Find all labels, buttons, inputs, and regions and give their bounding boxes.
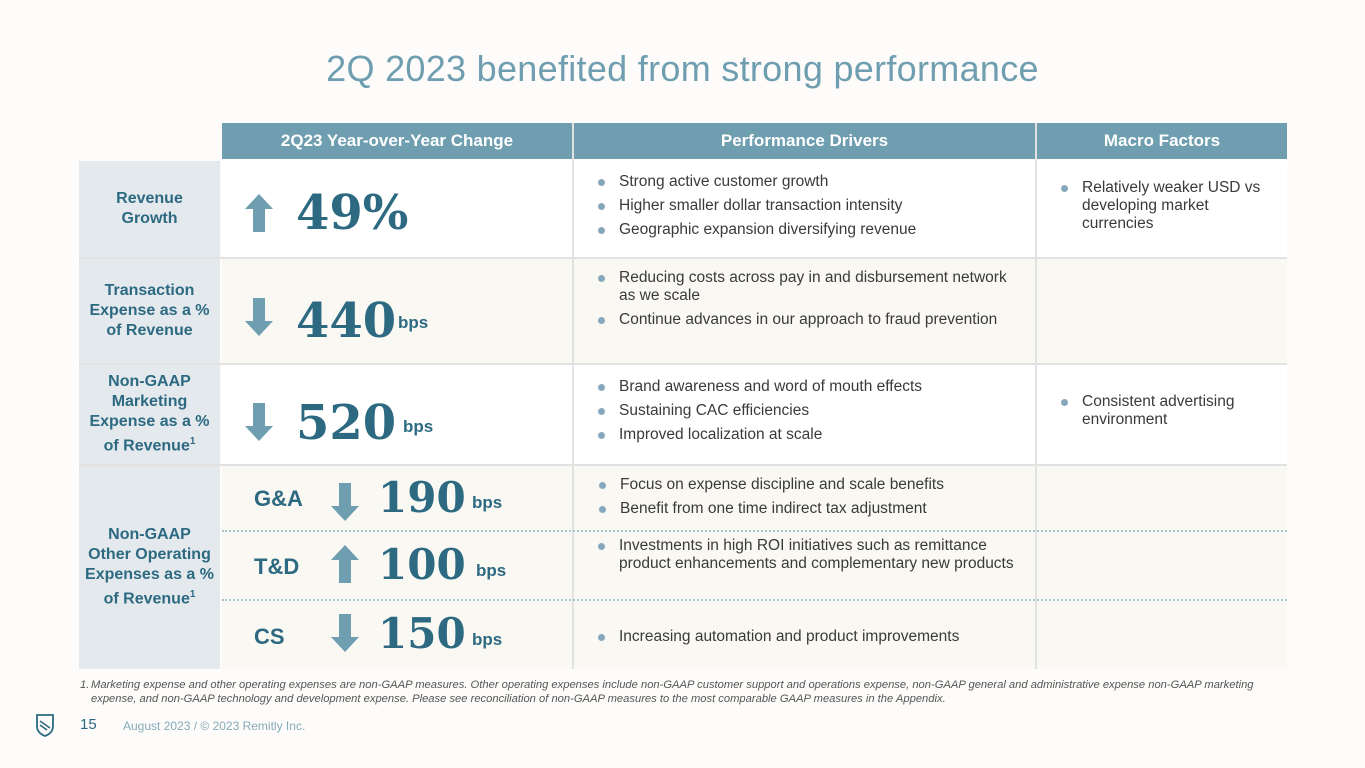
row-label-revenue: Revenue Growth (79, 161, 220, 257)
row-bg-revenue (222, 161, 1287, 257)
row-label-transaction: Transaction Expense as a % of Revenue (79, 259, 220, 363)
page-number: 15 (80, 716, 97, 733)
footnote: 1. Marketing expense and other operating… (80, 678, 1280, 706)
transaction-drivers: Reducing costs across pay in and disburs… (597, 269, 1027, 335)
cs-label: CS (254, 624, 285, 649)
driver-item: Investments in high ROI initiatives such… (597, 537, 1032, 573)
column-divider (1035, 123, 1037, 669)
header-drivers: Performance Drivers (574, 123, 1035, 159)
dotted-divider (222, 530, 1287, 532)
driver-item: Sustaining CAC efficiencies (597, 402, 1027, 420)
revenue-value: 49% (296, 185, 409, 241)
remitly-logo-icon (36, 714, 54, 737)
driver-item: Focus on expense discipline and scale be… (598, 476, 1028, 494)
arrow-down-icon (331, 483, 359, 521)
ga-drivers: Focus on expense discipline and scale be… (598, 476, 1028, 524)
header-macro: Macro Factors (1037, 123, 1287, 159)
driver-item: Continue advances in our approach to fra… (597, 311, 1027, 329)
arrow-down-icon (331, 614, 359, 652)
row-label-other: Non-GAAP Other Operating Expenses as a %… (79, 466, 220, 669)
footnote-text: Marketing expense and other operating ex… (91, 679, 1254, 705)
arrow-down-icon (245, 298, 273, 336)
row-divider (79, 257, 1287, 259)
cs-drivers: Increasing automation and product improv… (597, 628, 1027, 652)
row-label-marketing: Non-GAAP Marketing Expense as a % of Rev… (79, 365, 220, 464)
column-divider (572, 123, 574, 669)
macro-item: Consistent advertising environment (1060, 393, 1275, 429)
marketing-value: 520 (296, 395, 397, 451)
ga-unit: bps (472, 493, 503, 512)
revenue-drivers: Strong active customer growth Higher sma… (597, 173, 1027, 245)
cs-unit: bps (472, 630, 503, 649)
footer-text: August 2023 / © 2023 Remitly Inc. (123, 719, 306, 733)
td-label: T&D (254, 554, 300, 579)
transaction-unit: bps (398, 313, 429, 332)
footnote-number: 1. (80, 679, 90, 691)
marketing-unit: bps (403, 417, 434, 436)
row-bg-marketing (222, 365, 1287, 464)
row-bg-transaction (222, 259, 1287, 363)
row-divider (79, 363, 1287, 365)
arrow-up-icon (245, 194, 273, 232)
ga-value: 190 (378, 473, 466, 522)
header-change: 2Q23 Year-over-Year Change (222, 123, 572, 159)
driver-item: Brand awareness and word of mouth effect… (597, 378, 1027, 396)
page-title: 2Q 2023 benefited from strong performanc… (326, 48, 1039, 89)
arrow-down-icon (245, 403, 273, 441)
row-bg-other (222, 466, 1287, 669)
driver-item: Strong active customer growth (597, 173, 1027, 191)
revenue-macro: Relatively weaker USD vs developing mark… (1060, 179, 1275, 239)
dotted-divider (222, 599, 1287, 601)
marketing-macro: Consistent advertising environment (1060, 393, 1275, 435)
transaction-value: 440 (296, 293, 397, 349)
arrow-up-icon (331, 545, 359, 583)
driver-item: Higher smaller dollar transaction intens… (597, 197, 1027, 215)
marketing-drivers: Brand awareness and word of mouth effect… (597, 378, 1027, 450)
td-unit: bps (476, 561, 507, 580)
driver-item: Benefit from one time indirect tax adjus… (598, 500, 1028, 518)
cs-value: 150 (378, 609, 466, 658)
driver-item: Reducing costs across pay in and disburs… (597, 269, 1027, 305)
td-drivers: Investments in high ROI initiatives such… (597, 537, 1032, 579)
macro-item: Relatively weaker USD vs developing mark… (1060, 179, 1275, 233)
ga-label: G&A (254, 486, 303, 511)
td-value: 100 (378, 540, 466, 589)
driver-item: Geographic expansion diversifying revenu… (597, 221, 1027, 239)
row-divider (79, 464, 1287, 466)
driver-item: Improved localization at scale (597, 426, 1027, 444)
driver-item: Increasing automation and product improv… (597, 628, 1027, 646)
